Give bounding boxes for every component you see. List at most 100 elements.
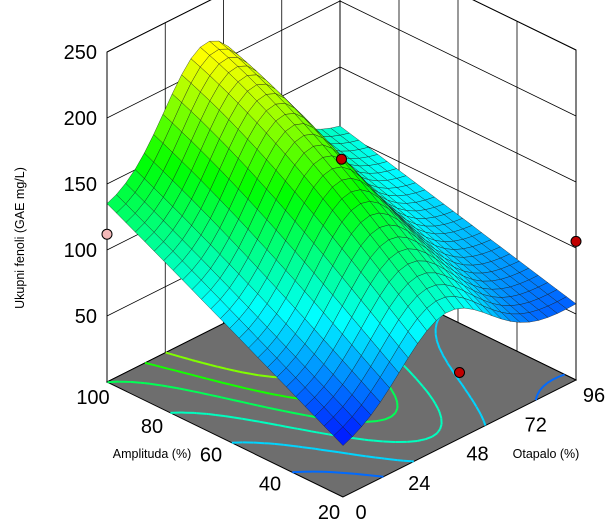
design-point xyxy=(101,228,113,240)
contour-segment xyxy=(220,396,226,400)
contour-segment xyxy=(167,367,177,372)
contour-segment xyxy=(218,365,227,370)
contour-segment xyxy=(144,361,154,366)
contour-segment xyxy=(210,364,218,368)
contour-segment xyxy=(384,457,395,461)
contour-segment xyxy=(314,447,322,451)
contour-segment xyxy=(542,382,548,388)
contour-segment xyxy=(434,334,438,340)
contour-segment xyxy=(172,353,181,358)
contour-segment xyxy=(438,410,441,414)
contour-segment xyxy=(442,355,446,359)
tick-labels: 50 100 150 200 250 20 40 60 80 100 0 24 48 72 96 xyxy=(64,42,606,524)
contour-segment xyxy=(285,425,295,430)
contour-segment xyxy=(364,473,370,477)
contour-segment xyxy=(283,443,294,447)
contour-segment xyxy=(242,417,252,422)
x-tick-label: 60 xyxy=(200,445,222,467)
contour-segment xyxy=(245,387,254,392)
contour-segment xyxy=(183,371,192,376)
z-axis-label: Ukupni fenoli (GAE mg/L) xyxy=(13,167,27,309)
contour-segment xyxy=(149,382,160,387)
contour-segment xyxy=(548,379,553,383)
contour-segment xyxy=(537,390,541,394)
contour-segment xyxy=(285,410,291,414)
contour-segment xyxy=(354,437,365,441)
contour-segment xyxy=(394,407,399,413)
contour-segment xyxy=(338,451,349,455)
contour-segment xyxy=(446,363,452,368)
contour-segment xyxy=(198,375,207,380)
contour-segment xyxy=(161,384,168,388)
contour-segment xyxy=(298,445,303,449)
contour-segment xyxy=(534,395,538,401)
design-point xyxy=(570,235,582,247)
contour-segment xyxy=(479,413,483,417)
contour-segment xyxy=(475,406,480,412)
contour-segment xyxy=(356,454,366,458)
contour-segment xyxy=(249,402,259,407)
contour-segment xyxy=(411,373,415,377)
contour-segment xyxy=(261,390,271,395)
contour-segment xyxy=(395,399,399,403)
contour-segment xyxy=(425,435,433,441)
contour-segment xyxy=(259,420,269,425)
contour-segment xyxy=(390,412,396,418)
contour-segment xyxy=(431,432,438,438)
contour-segment xyxy=(202,362,211,366)
contour-segment xyxy=(184,388,194,393)
contour-segment xyxy=(464,388,469,394)
contour-segment xyxy=(458,380,463,386)
contour-segment xyxy=(422,386,428,392)
contour-segment xyxy=(320,448,331,452)
contour-segment xyxy=(130,380,141,384)
y-tick-label: 96 xyxy=(583,385,605,407)
contour-segment xyxy=(265,406,275,410)
contour-segment xyxy=(437,428,441,433)
contour-segment xyxy=(551,376,559,381)
contour-segment xyxy=(191,359,196,362)
y-tick-label: 72 xyxy=(525,414,547,436)
contour-segment xyxy=(298,413,306,417)
contour-segment xyxy=(307,414,317,419)
contour-segment xyxy=(365,455,376,459)
design-point xyxy=(336,153,347,165)
contour-segment xyxy=(234,369,241,373)
contour-segment xyxy=(302,446,313,450)
response-surface xyxy=(106,40,577,446)
contour-segment xyxy=(224,415,235,419)
contour-segment xyxy=(439,423,443,430)
contour-segment xyxy=(278,424,286,428)
contour-segment xyxy=(230,383,238,388)
contour-segment xyxy=(290,411,300,415)
contour-segment xyxy=(443,357,449,364)
contour-segment xyxy=(214,379,223,384)
contour-segment xyxy=(107,380,119,384)
contour-segment xyxy=(436,431,440,434)
contour-segment xyxy=(348,452,358,456)
x-tick-label: 20 xyxy=(318,502,340,524)
contour-segment xyxy=(187,357,193,362)
contour-segment xyxy=(472,401,478,407)
z-tick-label: 200 xyxy=(64,108,97,130)
contour-segment xyxy=(428,394,434,400)
contour-segment xyxy=(180,355,189,360)
contour-segment xyxy=(418,381,424,387)
contour-segment xyxy=(181,371,184,374)
contour-segment xyxy=(268,442,275,445)
contour-segment xyxy=(269,392,275,396)
contour-segment xyxy=(436,408,441,412)
contour-segment xyxy=(175,369,182,374)
contour-segment xyxy=(391,390,396,396)
contour-segment xyxy=(364,438,369,442)
contour-segment xyxy=(449,366,454,373)
contour-segment xyxy=(167,385,177,389)
surface-cell xyxy=(333,426,353,446)
contour-segment xyxy=(316,431,320,434)
contour-segment xyxy=(221,381,231,386)
contour-segment xyxy=(237,385,246,390)
y-tick-label: 0 xyxy=(355,502,366,524)
x-axis-label: Amplituda (%) xyxy=(113,447,192,461)
contour-segment xyxy=(242,401,250,405)
